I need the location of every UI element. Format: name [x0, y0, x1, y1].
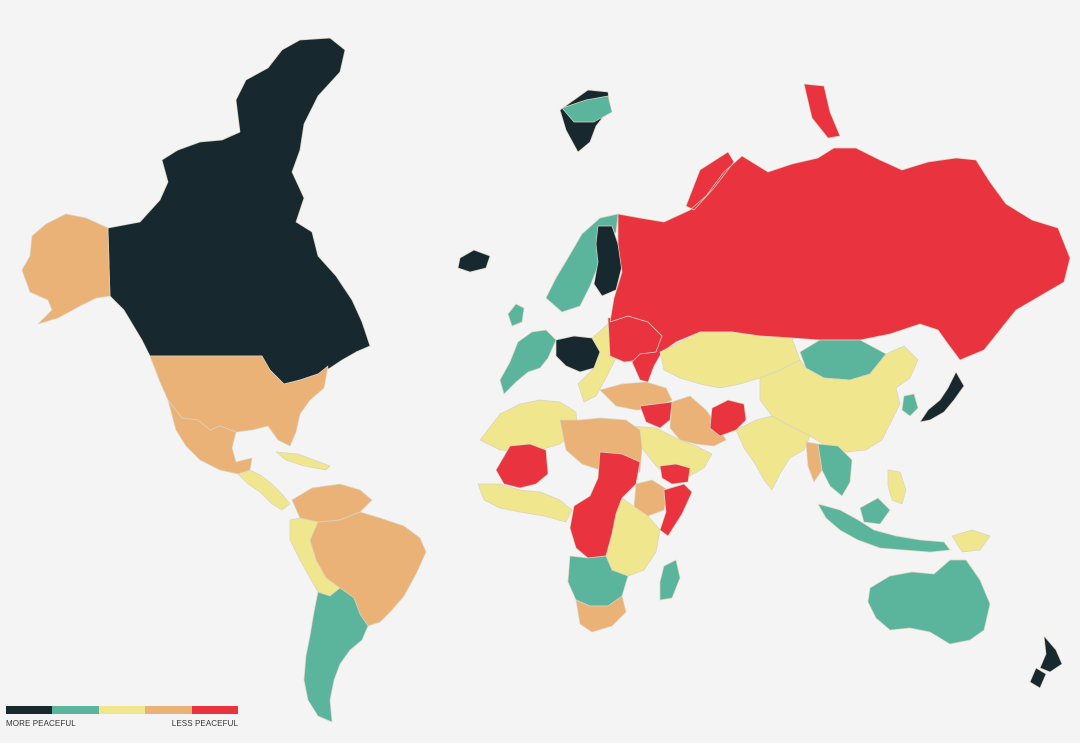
region-east-africa[interactable]: [605, 497, 661, 577]
region-canada[interactable]: [107, 37, 371, 385]
region-australia[interactable]: [867, 559, 991, 645]
region-south-africa[interactable]: [575, 595, 627, 633]
region-philippines[interactable]: [887, 469, 907, 505]
region-iceland[interactable]: [457, 249, 491, 273]
region-russia[interactable]: [609, 83, 1071, 383]
region-central-europe[interactable]: [555, 335, 601, 373]
region-caribbean[interactable]: [275, 451, 331, 471]
region-madagascar[interactable]: [659, 559, 681, 601]
region-myanmar[interactable]: [805, 441, 823, 483]
region-japan[interactable]: [919, 371, 965, 423]
legend-swatch-least-peaceful: [191, 706, 239, 714]
country-regions: [21, 37, 1071, 723]
legend-swatch-most-peaceful: [6, 706, 53, 714]
region-central-america[interactable]: [237, 469, 291, 511]
region-alaska[interactable]: [21, 213, 111, 325]
region-western-europe[interactable]: [499, 303, 557, 395]
region-somalia[interactable]: [659, 483, 693, 537]
region-yemen[interactable]: [659, 463, 691, 485]
legend-swatch-2: [52, 706, 99, 714]
region-india[interactable]: [735, 415, 811, 491]
region-papua[interactable]: [951, 529, 991, 553]
region-new-zealand[interactable]: [1029, 635, 1063, 689]
region-iran[interactable]: [669, 395, 727, 447]
region-indonesia[interactable]: [817, 497, 951, 553]
region-arabian-peninsula[interactable]: [631, 425, 713, 479]
region-korea[interactable]: [901, 393, 919, 417]
region-chile-argentina[interactable]: [303, 587, 369, 723]
region-afghanistan[interactable]: [709, 399, 747, 437]
region-southeast-asia[interactable]: [817, 443, 853, 497]
legend-label-less-peaceful: LESS PEACEFUL: [171, 719, 238, 728]
region-turkey-caucasus[interactable]: [599, 381, 673, 411]
region-syria-iraq[interactable]: [639, 401, 673, 429]
region-mexico[interactable]: [167, 399, 253, 475]
region-mali[interactable]: [495, 443, 549, 489]
legend-swatch-4: [145, 706, 192, 714]
legend-label-more-peaceful: MORE PEACEFUL: [6, 719, 76, 728]
region-west-africa[interactable]: [477, 483, 573, 523]
legend: MORE PEACEFUL LESS PEACEFUL: [6, 706, 239, 728]
region-finland[interactable]: [593, 225, 623, 297]
region-svalbard[interactable]: [561, 95, 613, 123]
legend-color-scale: [6, 706, 239, 714]
legend-swatch-3: [98, 706, 146, 714]
